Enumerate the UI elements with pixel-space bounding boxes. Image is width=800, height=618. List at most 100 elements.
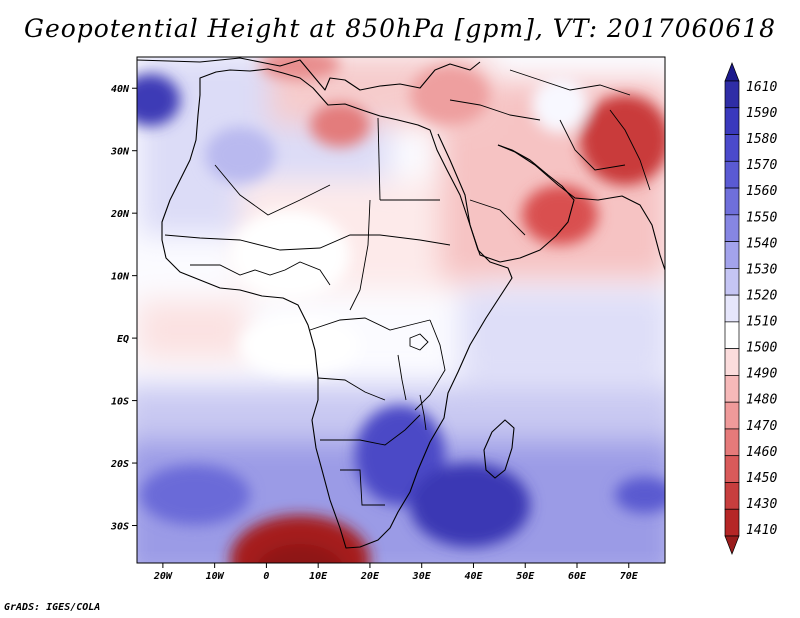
border-pakistan-india: [609, 109, 651, 191]
lat-tick-label: 40N: [111, 84, 130, 95]
colorbar-swatch: [724, 508, 740, 537]
colorbar-swatch: [724, 187, 740, 216]
border-arabia-interior: [469, 199, 526, 236]
colorbar-label: 1490: [746, 367, 777, 382]
lon-tick-label: 10E: [309, 571, 328, 582]
colorbar-swatch: [724, 107, 740, 135]
colorbar-label: 1470: [746, 419, 777, 434]
border-central-asia: [509, 69, 631, 96]
lon-tick-label: 50E: [516, 571, 535, 582]
colorbar-label: 1580: [746, 132, 777, 147]
colorbar-label: 1590: [746, 106, 777, 121]
border-west-africa: [190, 261, 331, 286]
lon-tick-label: 20W: [153, 571, 173, 582]
colorbar: 1610 1590 1580 1570 1560 1550 1540 1530 1520 1510…: [724, 62, 777, 555]
center-equator-white: [240, 315, 360, 375]
colorbar-swatch: [724, 321, 740, 349]
colorbar-min-arrow: [724, 535, 740, 555]
europe-coastline: [137, 57, 481, 91]
lat-tick-label: 10N: [111, 272, 130, 283]
border-chad-sudan: [349, 199, 371, 311]
center-sahel-blue: [205, 127, 275, 183]
colorbar-label: 1520: [746, 288, 777, 303]
colorbar-label: 1570: [746, 158, 777, 173]
lon-tick-label: 20E: [360, 571, 380, 582]
arabia-coastline: [437, 133, 575, 263]
border-iran-afghanistan: [559, 119, 626, 171]
coastlines: [137, 57, 665, 549]
border-drc-angola: [317, 377, 386, 401]
colorbar-swatch: [724, 455, 740, 483]
border-congo-basin: [309, 317, 431, 331]
map-title: Geopotential Height at 850hPa [gpm], VT:…: [23, 14, 777, 43]
axis-ticks: 20W 10W 0 10E 20E 30E 40E 50E 60E 70E 40N 30N 20N 10N…: [110, 84, 639, 582]
lake-malawi: [419, 394, 427, 431]
lon-tick-label: 40E: [464, 571, 483, 582]
colorbar-swatch: [724, 214, 740, 242]
lon-tick-label: 10W: [206, 571, 225, 582]
center-south-atlantic-low: [230, 515, 370, 563]
lat-tick-label: EQ: [117, 334, 129, 345]
border-libya-egypt: [377, 117, 381, 201]
lon-tick-label: 30E: [412, 571, 432, 582]
center-south-atlantic-low-core: [257, 544, 343, 563]
colorbar-label: 1560: [746, 184, 777, 199]
band-gulf-guinea-pink: [137, 300, 247, 360]
border-southern-africa: [320, 414, 421, 446]
colorbar-swatch: [724, 348, 740, 376]
center-med-low: [260, 57, 340, 80]
africa-coastline: [161, 68, 513, 549]
colorbar-label: 1460: [746, 445, 777, 460]
colorbar-label: 1450: [746, 471, 777, 486]
border-turkey-iran: [449, 99, 541, 121]
colorbar-label: 1410: [746, 523, 777, 538]
persian-gulf-iran-coast: [497, 144, 665, 271]
center-libya-low: [310, 103, 370, 147]
colorbar-swatch: [724, 482, 740, 510]
lat-tick-label: 20S: [110, 459, 129, 470]
border-sahel-belt: [164, 234, 451, 251]
center-south-atlantic-high: [140, 465, 250, 525]
colorbar-swatch: [724, 80, 740, 109]
colorbar-label: 1510: [746, 315, 777, 330]
colorbar-label: 1610: [746, 80, 777, 95]
center-mascarene-high: [410, 463, 530, 547]
lat-tick-label: 20N: [110, 209, 130, 220]
colorbar-swatch: [724, 241, 740, 269]
political-borders: [164, 69, 651, 506]
colorbar-swatch: [724, 294, 740, 323]
lon-tick-label: 70E: [620, 571, 639, 582]
colorbar-label: 1430: [746, 497, 777, 512]
lon-tick-label: 60E: [568, 571, 587, 582]
center-pakistan-low: [580, 95, 665, 185]
center-arabian-low: [522, 185, 598, 245]
colorbar-swatch: [724, 401, 740, 430]
center-east-india-high: [615, 477, 665, 513]
map-frame: [136, 56, 666, 564]
colorbar-swatch: [724, 428, 740, 457]
lat-tick-label: 30N: [110, 147, 130, 158]
colorbar-swatch: [724, 134, 740, 162]
colorbar-label: 1530: [746, 262, 777, 277]
lake-tanganyika: [397, 354, 407, 401]
lat-tick-label: 10S: [111, 397, 129, 408]
colorbar-label: 1550: [746, 210, 777, 225]
height-field: [137, 57, 665, 563]
colorbar-swatch: [724, 268, 740, 296]
border-algeria-mali: [214, 164, 331, 216]
border-east-africa: [414, 319, 446, 411]
colorbar-swatch: [724, 375, 740, 403]
lat-tick-label: 30S: [110, 522, 129, 533]
center-iran-pink: [410, 65, 490, 125]
lake-victoria: [409, 333, 429, 351]
colorbar-label: 1500: [746, 341, 777, 356]
colorbar-max-arrow: [724, 62, 740, 82]
center-west-africa-white: [230, 210, 350, 300]
border-namibia-botswana: [340, 469, 385, 506]
footer-credit: GrADS: IGES/COLA: [4, 602, 101, 613]
colorbar-swatch: [724, 160, 740, 189]
lon-tick-label: 0: [263, 571, 269, 582]
center-azores-high: [137, 74, 180, 126]
center-himalaya-white: [532, 77, 588, 133]
